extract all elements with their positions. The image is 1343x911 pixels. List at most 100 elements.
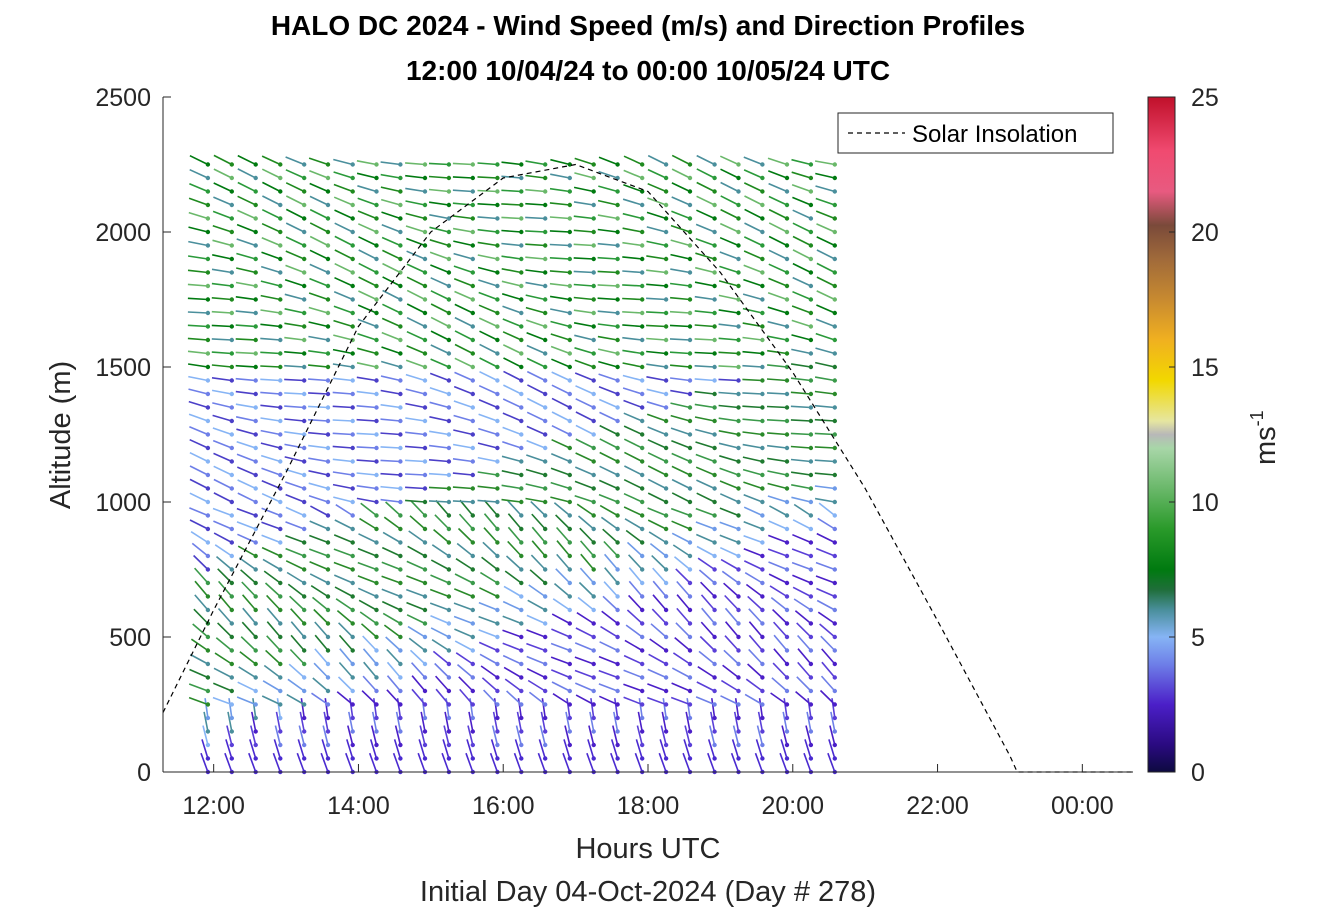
wind-barb: [490, 739, 499, 759]
wind-barb: [574, 495, 594, 503]
wind-barb: [284, 308, 305, 314]
wind-barb-head: [663, 270, 669, 275]
wind-barb: [356, 405, 377, 409]
wind-barb-head: [253, 243, 258, 248]
wind-barb-head: [398, 405, 403, 410]
wind-barb-head: [591, 189, 596, 194]
wind-barb-head: [470, 553, 475, 559]
wind-barb-head: [712, 621, 717, 626]
wind-barb-head: [278, 283, 283, 289]
wind-barb: [406, 250, 426, 260]
wind-barb: [428, 472, 449, 476]
wind-barb: [718, 309, 739, 314]
wind-barb-head: [495, 729, 500, 734]
wind-barb-head: [374, 405, 379, 410]
wind-barb: [285, 506, 305, 517]
wind-barb-head: [470, 391, 475, 397]
wind-barb-head: [446, 729, 452, 734]
wind-barb-head: [760, 283, 765, 289]
wind-barb: [718, 280, 739, 287]
wind-barb-head: [325, 418, 331, 424]
wind-barb-head: [374, 675, 379, 680]
wind-barb: [525, 306, 546, 314]
wind-barb-head: [205, 256, 211, 262]
wind-barb: [526, 397, 546, 409]
wind-barb-head: [205, 216, 211, 221]
wind-barb-head: [519, 364, 524, 370]
wind-barb-head: [784, 202, 790, 208]
wind-barb: [574, 372, 595, 382]
wind-barb-head: [446, 391, 452, 397]
wind-barb: [662, 698, 667, 719]
wind-barb-head: [832, 648, 837, 653]
wind-barb-head: [543, 324, 548, 329]
wind-barb: [573, 243, 594, 247]
wind-barb: [285, 493, 305, 503]
wind-barb: [743, 250, 763, 260]
wind-barb: [730, 752, 740, 773]
wind-barb: [386, 675, 402, 692]
wind-barb: [770, 596, 788, 611]
wind-barb-head: [278, 513, 283, 518]
wind-barb-head: [687, 405, 693, 410]
wind-barb-head: [350, 553, 355, 559]
wind-barb: [768, 249, 788, 260]
wind-barb: [285, 222, 305, 233]
wind-barb-head: [374, 270, 379, 275]
wind-barb: [636, 725, 643, 746]
wind-barb-head: [398, 540, 403, 545]
wind-barb-head: [640, 432, 645, 437]
wind-barb: [529, 569, 546, 584]
wind-barb: [478, 641, 498, 652]
wind-barb: [431, 639, 450, 652]
wind-barb-head: [446, 337, 452, 343]
wind-barb: [671, 182, 691, 193]
wind-barb: [418, 739, 426, 759]
wind-barb: [767, 320, 788, 328]
wind-barb-head: [398, 526, 403, 532]
wind-barb-head: [832, 621, 837, 626]
wind-barb-head: [398, 702, 403, 707]
wind-barb-head: [278, 594, 283, 599]
wind-barb-head: [784, 580, 790, 586]
wind-barb: [188, 696, 209, 706]
wind-barb-head: [302, 567, 307, 572]
wind-barb-head: [784, 607, 790, 613]
wind-barb: [779, 752, 788, 773]
wind-barb-head: [302, 202, 307, 208]
wind-barb-head: [736, 364, 741, 370]
wind-barb: [405, 200, 426, 206]
wind-barb: [260, 391, 281, 395]
wind-barb-head: [808, 594, 814, 599]
wind-barb: [501, 161, 522, 166]
wind-barb-head: [470, 621, 475, 626]
wind-barb-head: [422, 378, 428, 383]
wind-barb-head: [325, 756, 331, 761]
wind-barb: [767, 335, 788, 341]
wind-barb: [819, 623, 836, 638]
wind-barb-head: [760, 526, 765, 532]
wind-barb: [333, 171, 353, 179]
wind-barb: [675, 622, 691, 638]
wind-barb: [793, 598, 812, 611]
wind-barb: [477, 499, 498, 503]
colorbar-tick-label: 10: [1191, 489, 1219, 517]
wind-barb-head: [591, 162, 596, 167]
wind-barb: [236, 453, 256, 463]
wind-barb-head: [615, 459, 620, 464]
wind-barb-head: [350, 162, 355, 167]
wind-barb-head: [832, 567, 837, 572]
wind-barb: [550, 496, 570, 503]
wind-barb: [188, 240, 209, 247]
wind-barb: [358, 533, 377, 544]
wind-barb: [550, 656, 571, 665]
wind-barb-head: [446, 499, 452, 505]
wind-barb: [380, 418, 401, 422]
wind-barb-head: [446, 175, 452, 181]
wind-barb: [718, 365, 739, 368]
wind-barb-head: [374, 256, 379, 262]
wind-barb: [792, 519, 812, 530]
wind-barb: [333, 561, 353, 571]
wind-barb-head: [374, 553, 379, 559]
wind-barb: [720, 558, 739, 571]
